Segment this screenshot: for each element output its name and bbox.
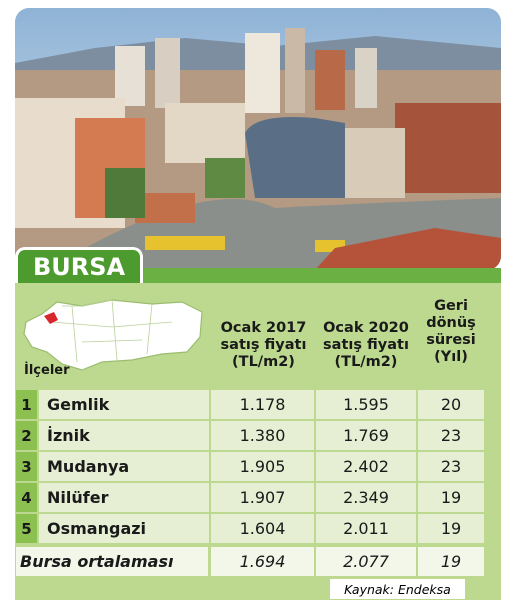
row-number: 1 — [16, 390, 37, 419]
district-name: Gemlik — [39, 390, 209, 419]
district-name: Mudanya — [39, 452, 209, 481]
table-cell: 23 — [418, 421, 484, 450]
table-cell: 19 — [418, 483, 484, 512]
table-cell: 1.907 — [211, 483, 314, 512]
district-name: Osmangazi — [39, 514, 209, 543]
table-cell: 1.178 — [211, 390, 314, 419]
header-line: Ocak 2017 — [220, 320, 307, 336]
table-cell: 23 — [418, 452, 484, 481]
column-header: Ocak 2020 satış fiyatı (TL/m2) — [316, 320, 416, 371]
turkey-map — [23, 299, 203, 371]
title: BURSA — [15, 247, 143, 283]
column-header: Ocak 2017 satış fiyatı (TL/m2) — [212, 320, 315, 371]
header-line: İlçeler — [24, 363, 70, 378]
header-line: (Yıl) — [434, 349, 468, 365]
header-line: Ocak 2020 — [323, 320, 409, 336]
table-cell: 1.905 — [211, 452, 314, 481]
header-line: Geri — [434, 298, 468, 314]
table-cell: 1.380 — [211, 421, 314, 450]
table-cell: 19 — [418, 514, 484, 543]
city-photo — [15, 8, 501, 270]
average-label: Bursa ortalaması — [16, 547, 208, 576]
column-header: Geri dönüş süresi (Yıl) — [418, 298, 484, 366]
header-line: satış fiyatı — [323, 337, 409, 353]
source: Kaynak: Endeksa — [330, 579, 465, 599]
average-cell: 1.694 — [211, 547, 314, 576]
average-cell: 19 — [418, 547, 484, 576]
header-line: dönüş — [426, 315, 476, 331]
table-cell: 2.349 — [316, 483, 416, 512]
column-header: İlçeler — [24, 362, 104, 379]
table-cell: 20 — [418, 390, 484, 419]
table-cell: 1.769 — [316, 421, 416, 450]
average-cell: 2.077 — [316, 547, 416, 576]
row-number: 2 — [16, 421, 37, 450]
header-line: (TL/m2) — [232, 354, 295, 370]
row-number: 3 — [16, 452, 37, 481]
header-line: (TL/m2) — [334, 354, 398, 370]
header-line: süresi — [426, 332, 476, 348]
row-number: 4 — [16, 483, 37, 512]
row-number: 5 — [16, 514, 37, 543]
district-name: İznik — [39, 421, 209, 450]
header-line: satış fiyatı — [220, 337, 307, 353]
district-name: Nilüfer — [39, 483, 209, 512]
table-cell: 2.011 — [316, 514, 416, 543]
table-cell: 1.604 — [211, 514, 314, 543]
table-cell: 2.402 — [316, 452, 416, 481]
table-cell: 1.595 — [316, 390, 416, 419]
